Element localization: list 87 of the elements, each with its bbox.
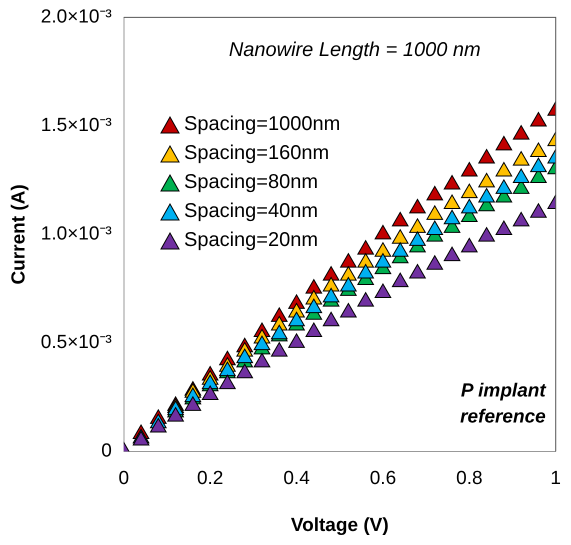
point — [270, 342, 288, 357]
point — [392, 212, 409, 226]
point — [357, 292, 374, 307]
x-tick-label: 1 — [550, 468, 562, 490]
point — [461, 184, 478, 198]
point — [530, 142, 547, 157]
point — [322, 276, 340, 292]
point — [236, 364, 254, 378]
point — [512, 212, 530, 226]
point — [357, 240, 374, 255]
point — [374, 253, 392, 268]
point — [322, 312, 340, 326]
annotation: Nanowire Length = 1000 nm — [228, 38, 481, 61]
point — [357, 264, 374, 278]
point — [340, 253, 357, 268]
y-tick-label: 1.5×10⁻³ — [40, 115, 112, 136]
point — [496, 136, 512, 150]
point — [444, 246, 460, 262]
x-axis-title: Voltage (V) — [290, 514, 389, 536]
point — [306, 322, 322, 338]
point — [340, 266, 357, 281]
point — [461, 238, 478, 252]
y-tick-label: 1.0×10⁻³ — [40, 224, 112, 245]
legend-label: Spacing=80nm — [184, 170, 318, 195]
point — [478, 148, 495, 164]
point — [236, 348, 254, 364]
x-tick-label: 0.6 — [370, 468, 396, 490]
point — [288, 333, 305, 348]
point — [444, 210, 460, 224]
point — [340, 303, 357, 318]
legend-label: Spacing=40nm — [184, 199, 318, 224]
point — [512, 168, 530, 183]
point — [496, 220, 512, 236]
point — [461, 162, 478, 176]
point — [444, 194, 460, 210]
point — [219, 374, 236, 390]
point — [374, 242, 392, 257]
point — [409, 264, 426, 278]
point — [478, 227, 495, 242]
point — [478, 188, 495, 203]
point — [496, 162, 512, 176]
point — [167, 407, 184, 422]
point — [150, 418, 167, 433]
point — [392, 272, 409, 288]
x-tick-label: 0 — [118, 468, 130, 490]
x-tick-label: 0.2 — [196, 468, 224, 490]
point — [202, 385, 218, 400]
point — [530, 112, 547, 127]
point — [392, 242, 409, 257]
point — [512, 125, 530, 140]
x-tick-label: 0.8 — [456, 468, 483, 490]
point — [530, 203, 547, 218]
legend-label: Spacing=1000nm — [184, 112, 340, 137]
legend-label: Spacing=160nm — [184, 141, 330, 166]
y-tick-label: 2.0×10⁻³ — [40, 6, 112, 28]
point — [306, 298, 322, 314]
point — [512, 151, 530, 166]
point — [306, 279, 322, 294]
point — [392, 229, 409, 244]
point — [409, 218, 426, 233]
point — [374, 283, 392, 298]
point — [254, 336, 270, 350]
point — [254, 352, 270, 368]
point — [426, 186, 444, 200]
x-tick-label: 0.4 — [283, 468, 310, 490]
point — [409, 231, 426, 246]
point — [530, 158, 547, 172]
point — [478, 172, 495, 188]
point — [461, 198, 478, 214]
point — [374, 224, 392, 240]
point — [322, 288, 340, 302]
y-tick-label: 0.5×10⁻³ — [40, 332, 112, 354]
annotation: P implant reference — [460, 380, 546, 428]
point — [288, 312, 305, 326]
point — [357, 253, 374, 268]
point — [409, 198, 426, 214]
point — [496, 179, 512, 194]
point — [444, 174, 460, 190]
y-tick-label: 0 — [101, 440, 112, 462]
y-axis-title: Current (A) — [8, 184, 30, 285]
point — [426, 220, 444, 236]
point — [340, 276, 357, 292]
point — [426, 255, 444, 270]
point — [322, 266, 340, 281]
point — [184, 396, 202, 411]
legend-label: Spacing=20nm — [184, 228, 318, 253]
point — [426, 205, 444, 220]
